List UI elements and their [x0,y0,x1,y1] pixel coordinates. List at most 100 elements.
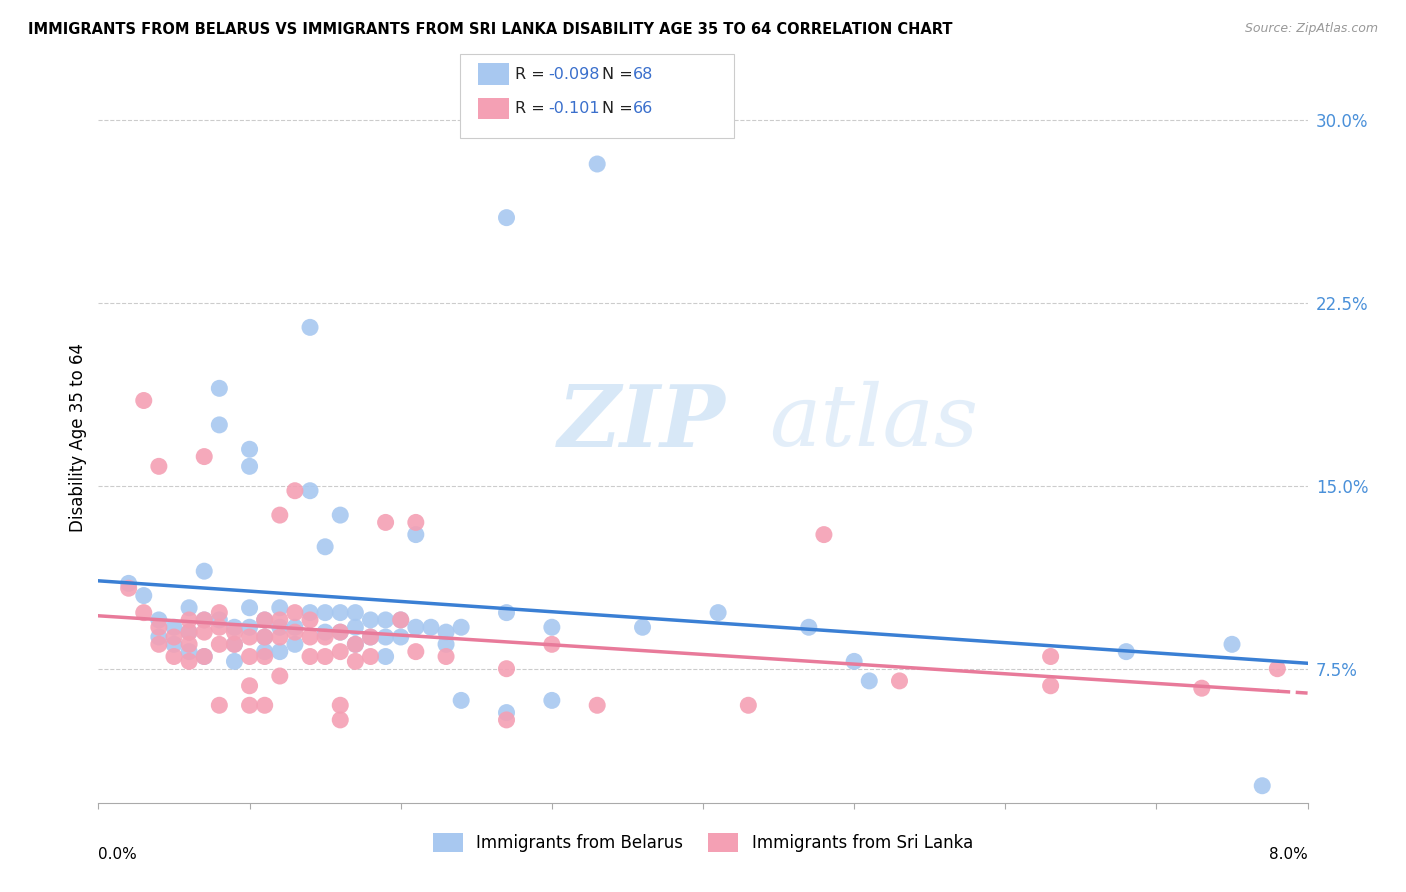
Point [299,649,322,664]
Point [239,620,262,634]
Text: R =: R = [515,101,550,116]
Text: 8.0%: 8.0% [1268,847,1308,862]
Point [405,516,427,530]
Point [269,669,291,683]
Point [344,606,367,620]
Point [299,613,322,627]
Point [118,581,141,595]
Point [314,649,336,664]
Point [299,606,322,620]
Point [707,606,730,620]
Point [193,613,215,627]
Point [360,630,382,644]
Point [163,630,186,644]
Point [179,654,201,668]
Point [495,706,517,720]
Point [360,613,382,627]
Point [284,625,307,640]
Point [193,649,215,664]
Point [329,625,352,640]
Text: 68: 68 [633,67,652,81]
Y-axis label: Disability Age 35 to 64: Disability Age 35 to 64 [69,343,87,532]
Point [495,606,517,620]
Point [208,606,231,620]
Point [208,613,231,627]
Point [284,483,307,498]
Point [284,637,307,651]
Point [1220,637,1243,651]
Point [329,645,352,659]
Point [405,620,427,634]
Text: N =: N = [602,67,638,81]
Point [269,613,291,627]
Point [1115,645,1137,659]
Point [374,630,396,644]
Point [797,620,820,634]
Point [132,606,155,620]
Point [360,649,382,664]
Point [450,620,472,634]
Point [405,527,427,541]
Point [389,630,412,644]
Point [269,645,291,659]
Point [148,620,170,634]
Point [132,589,155,603]
Point [434,625,457,640]
Point [1267,662,1289,676]
Point [163,620,186,634]
Point [253,630,276,644]
Point [329,508,352,522]
Point [132,393,155,408]
Point [858,673,880,688]
Point [148,637,170,651]
Point [314,540,336,554]
Point [374,649,396,664]
Point [208,637,231,651]
Point [299,630,322,644]
Point [495,713,517,727]
Point [329,625,352,640]
Point [253,613,276,627]
Point [224,654,246,668]
Point [405,645,427,659]
Point [1191,681,1213,696]
Point [193,450,215,464]
Point [224,625,246,640]
Point [224,620,246,634]
Text: 66: 66 [633,101,652,116]
Point [314,625,336,640]
Point [179,625,201,640]
Point [495,662,517,676]
Point [253,649,276,664]
Text: Source: ZipAtlas.com: Source: ZipAtlas.com [1244,22,1378,36]
Point [540,620,562,634]
Point [344,637,367,651]
Point [495,211,517,225]
Point [344,637,367,651]
Point [450,693,472,707]
Point [420,620,443,634]
Point [239,649,262,664]
Point [193,613,215,627]
Point [193,625,215,640]
Point [844,654,866,668]
Point [540,693,562,707]
Point [148,613,170,627]
Point [1251,779,1274,793]
Point [299,320,322,334]
Text: R =: R = [515,67,550,81]
Text: -0.098: -0.098 [548,67,600,81]
Point [118,576,141,591]
Point [269,508,291,522]
Point [239,698,262,713]
Point [344,620,367,634]
Point [374,516,396,530]
Text: ZIP: ZIP [558,381,725,464]
Point [586,157,609,171]
Point [179,625,201,640]
Point [269,630,291,644]
Text: N =: N = [602,101,638,116]
Point [540,637,562,651]
Point [253,613,276,627]
Point [269,620,291,634]
